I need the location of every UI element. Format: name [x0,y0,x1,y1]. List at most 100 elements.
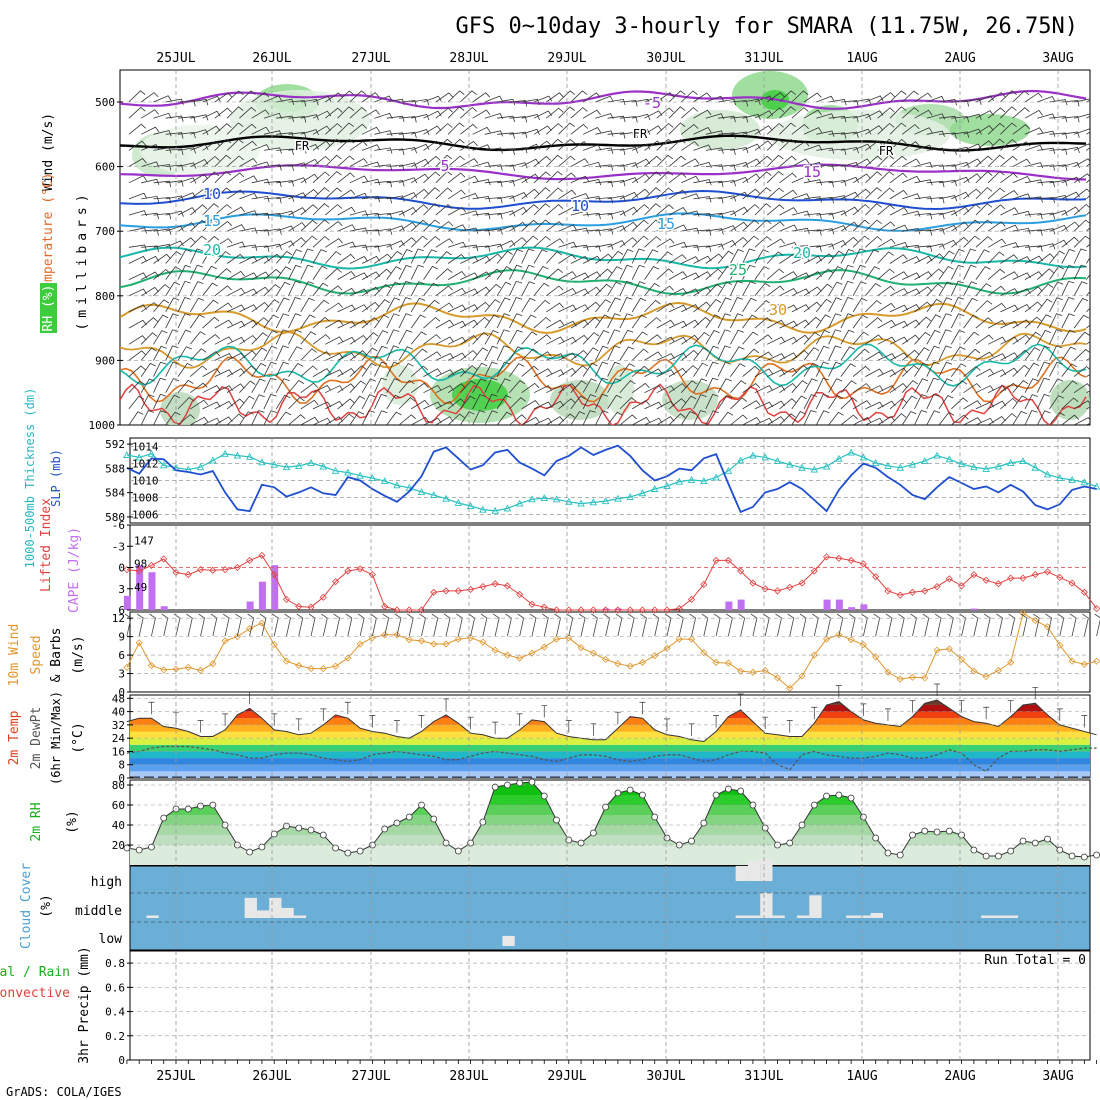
wind-barb [828,345,842,361]
wind-barb [521,114,540,121]
wind-barb [1024,316,1042,329]
wind-barb [779,155,797,167]
wind-barb [496,313,511,329]
top-day-labels: 25JUL 26JUL 27JUL 28JUL 29JUL 30JUL 31JUL 1AUG 2… [156,51,1073,66]
wind-barb [766,238,786,248]
wind-barb [153,95,172,103]
wind-barb [1024,92,1043,103]
wind-barb [361,378,376,393]
wind-barb [558,336,577,345]
wind-barb [926,164,945,171]
wind-barb [1036,377,1050,393]
wind-barb [951,131,970,138]
bottom-day-label: 25JUL [156,1069,195,1084]
wind-barb [558,320,577,329]
wind-barb [950,363,967,377]
wind-barb [987,204,1006,216]
wind-barb [386,345,400,361]
surface-barb [136,613,144,637]
wind-speed-point [823,635,831,643]
wind-barb [779,138,797,151]
wind-barb [214,336,233,345]
thickness-point [319,462,328,470]
wind-barb [558,271,577,280]
wind-barb [644,187,661,200]
wind-barb [558,189,577,200]
wind-speed-point [687,635,696,643]
wind-barb [950,280,964,296]
wind-barb [828,225,847,232]
contour-label: 25 [729,261,747,279]
wind-barb [349,350,368,361]
wind-barb [987,187,1005,200]
wind-barb [349,395,366,410]
wind-barb [1049,148,1068,155]
wind-barb [730,236,748,248]
thickness-point [687,475,696,483]
wind-barb [386,250,403,264]
wind-barb [693,271,712,280]
wind-barb [840,131,859,139]
wind-barb [828,250,845,264]
wind-barb [202,316,220,329]
wind-barb [251,195,270,203]
wind-barb [607,115,626,123]
surface-barb [898,613,905,637]
wind-barb [423,368,442,377]
wind-barb [263,345,278,361]
wind-barb [865,236,883,248]
wind-barb [226,106,244,119]
wind-barb [914,286,933,297]
wind-barb [337,304,356,313]
wind-barb [1073,173,1090,184]
wind-barb [386,361,400,377]
wind-barb [214,285,232,297]
wind-barb [791,410,806,425]
wind-barb [914,212,933,220]
wind-barb [742,143,761,151]
wind-barb [705,330,720,345]
wind-barb [779,90,796,103]
cape-bar [848,607,856,610]
wind-barb [877,251,894,264]
wind-barb [325,302,343,313]
wind-barb [902,158,921,167]
wind-speed-point [319,665,327,673]
wind-barb [693,245,712,252]
rh-band [130,825,1090,835]
li-point [344,567,352,575]
wind-barb [766,154,784,167]
li-point [724,556,732,564]
wind-barb [816,164,835,171]
rh-point [982,852,990,860]
wind-barb [276,115,295,123]
cloud-cell-middle [772,915,785,918]
wind-barb [325,268,342,280]
wind-barb [546,154,563,167]
wind-barb [239,272,258,280]
wind-barb [889,254,908,264]
wind-barb [681,380,698,393]
thickness-point [761,453,769,461]
thickness-point [540,494,549,502]
wind-barb [435,400,454,410]
wind-barb [644,236,662,248]
wind-barb [631,219,649,232]
wind-barb [693,212,712,220]
wind-barb [349,106,367,119]
wind-barb [877,385,896,394]
wind-barb [472,332,489,345]
wind-barb [1024,196,1043,203]
wind-barb [423,417,442,425]
wind-barb [410,173,430,184]
wind-barb [570,175,589,184]
wind-barb [312,249,327,264]
temp-minmax-marker [516,713,523,726]
wind-barb [938,281,953,297]
wind-barb [128,319,147,329]
wind-barb [546,319,565,329]
surface-barb [799,613,807,637]
wind-barb [632,98,651,106]
wind-barb [1012,175,1031,184]
li-point [908,588,917,596]
